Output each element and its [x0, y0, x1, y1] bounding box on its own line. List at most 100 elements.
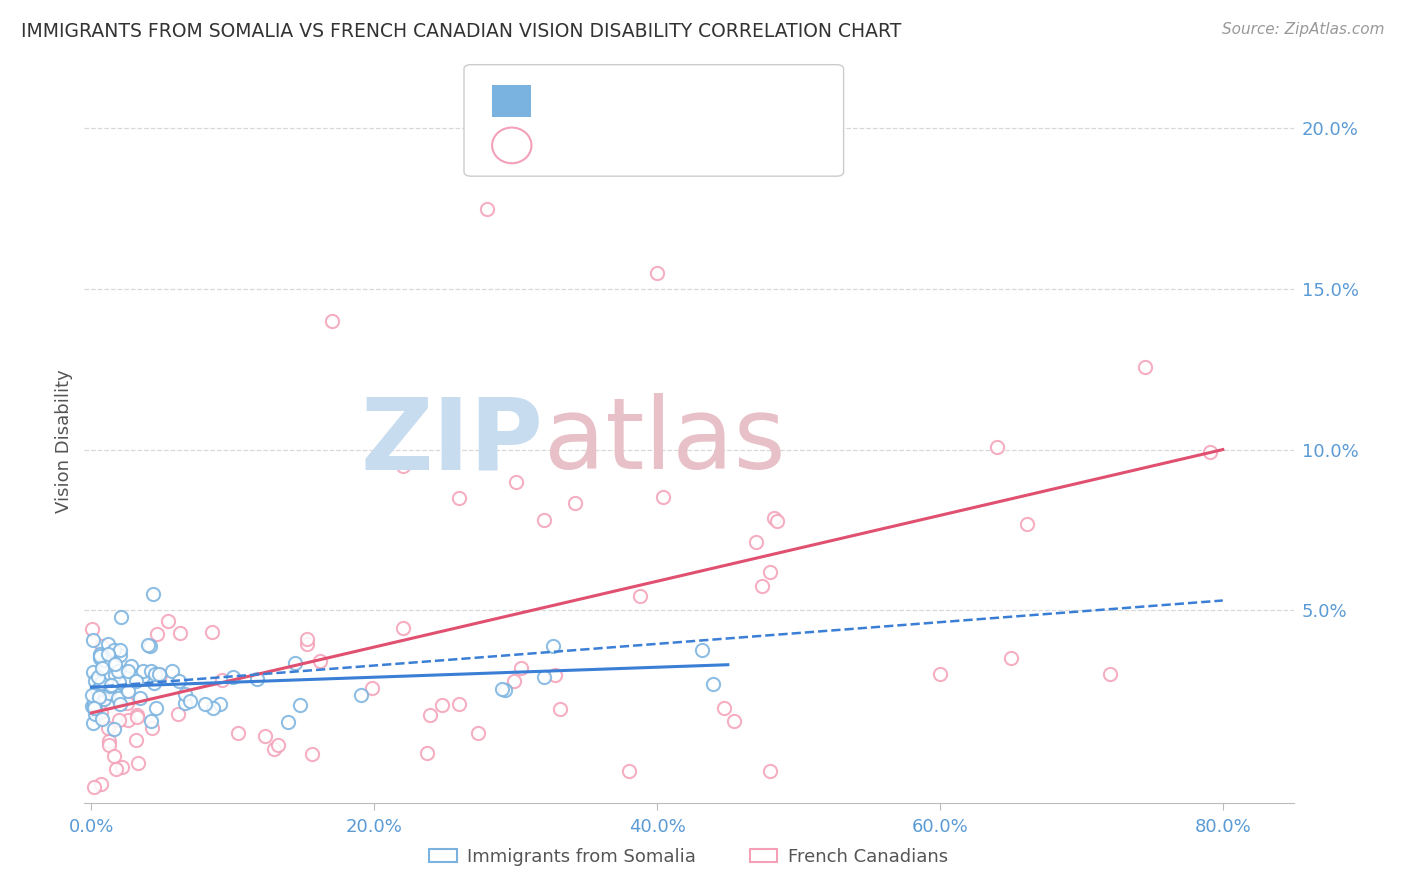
Point — [103, 722, 125, 736]
Point — [90, 675, 112, 690]
Point — [391, 458, 413, 473]
Point — [83, 701, 105, 715]
Point — [702, 677, 724, 691]
Point — [288, 698, 311, 712]
Point — [93, 692, 115, 706]
Point — [83, 697, 105, 711]
Point — [98, 734, 121, 748]
Point — [127, 710, 149, 724]
Point — [132, 664, 155, 678]
Point — [1198, 445, 1220, 459]
Point — [125, 707, 148, 722]
Point — [82, 622, 104, 636]
Point — [98, 679, 121, 693]
Point — [449, 697, 471, 711]
Point — [1098, 667, 1121, 681]
Point — [162, 665, 184, 679]
Point — [89, 651, 111, 665]
Point — [104, 657, 127, 672]
Point — [139, 714, 162, 728]
Point — [211, 673, 233, 688]
Point — [100, 678, 122, 692]
Text: Source: ZipAtlas.com: Source: ZipAtlas.com — [1222, 22, 1385, 37]
Point — [544, 667, 567, 681]
Point — [97, 721, 120, 735]
Point — [142, 676, 165, 690]
Point — [107, 691, 129, 706]
Point — [222, 670, 245, 684]
Point — [120, 659, 142, 673]
Point — [108, 648, 131, 663]
Text: R =  0.188   N = 73: R = 0.188 N = 73 — [544, 92, 720, 110]
Point — [1015, 516, 1038, 531]
Point — [108, 674, 131, 689]
Point — [321, 314, 343, 328]
Point — [141, 664, 163, 678]
Point — [103, 748, 125, 763]
Point — [107, 664, 129, 678]
Point — [83, 780, 105, 794]
Point — [84, 674, 107, 689]
Point — [391, 621, 413, 635]
Point — [652, 491, 675, 505]
Point — [477, 202, 499, 216]
Point — [82, 716, 104, 731]
Point — [548, 701, 571, 715]
Point — [166, 706, 188, 721]
Point — [84, 700, 107, 714]
Point — [97, 738, 120, 752]
Point — [117, 713, 139, 727]
Point — [97, 647, 120, 661]
Point — [713, 700, 735, 714]
Legend: Immigrants from Somalia, French Canadians: Immigrants from Somalia, French Canadian… — [422, 841, 956, 873]
Point — [108, 697, 131, 711]
Point — [505, 475, 527, 489]
Point — [90, 661, 112, 675]
Point — [82, 665, 104, 680]
Point — [149, 667, 172, 681]
Point — [167, 673, 190, 688]
Point — [80, 689, 103, 703]
Point — [103, 642, 125, 657]
Point — [564, 496, 586, 510]
Point — [491, 682, 513, 697]
Point — [125, 733, 148, 747]
Point — [416, 746, 439, 760]
Y-axis label: Vision Disability: Vision Disability — [55, 369, 73, 514]
Point — [93, 652, 115, 666]
Point — [295, 632, 318, 646]
Point — [361, 681, 384, 695]
Point — [284, 657, 307, 671]
Text: ZIP: ZIP — [361, 393, 544, 490]
Point — [533, 513, 555, 527]
Point — [228, 726, 250, 740]
Text: IMMIGRANTS FROM SOMALIA VS FRENCH CANADIAN VISION DISABILITY CORRELATION CHART: IMMIGRANTS FROM SOMALIA VS FRENCH CANADI… — [21, 22, 901, 41]
Point — [759, 764, 782, 778]
Point — [745, 535, 768, 549]
Point — [245, 672, 267, 686]
Point — [127, 756, 149, 771]
Point — [91, 682, 114, 697]
Point — [169, 626, 191, 640]
Point — [503, 673, 526, 688]
Point — [766, 514, 789, 528]
Point — [141, 721, 163, 735]
Point — [110, 609, 132, 624]
Point — [751, 579, 773, 593]
Point — [104, 762, 127, 776]
Point — [97, 637, 120, 651]
Point — [91, 640, 114, 654]
Point — [89, 648, 111, 663]
Point — [266, 738, 288, 752]
Point — [263, 742, 285, 756]
Point — [295, 637, 318, 651]
Point — [690, 643, 713, 657]
Point — [80, 699, 103, 714]
Point — [143, 667, 166, 681]
Point — [104, 688, 127, 702]
Point — [117, 684, 139, 698]
Point — [90, 705, 112, 719]
Text: atlas: atlas — [544, 393, 786, 490]
Point — [201, 625, 224, 640]
Point — [467, 726, 489, 740]
